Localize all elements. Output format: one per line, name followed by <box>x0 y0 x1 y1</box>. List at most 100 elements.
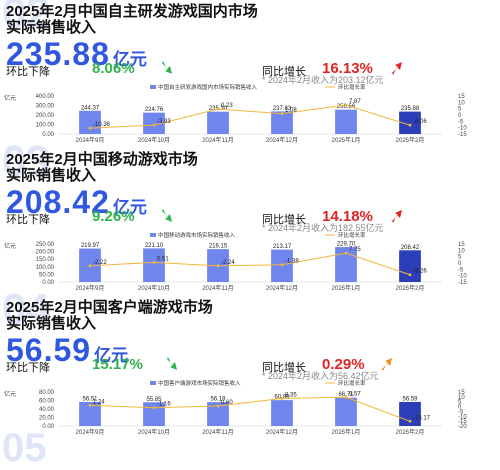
up-arrow-icon <box>392 210 402 223</box>
section-number: 02 <box>2 0 50 38</box>
line-data-label: -2.22 <box>93 260 107 266</box>
y-tick-label: 0.00 <box>42 424 54 430</box>
line-data-label: -9.26 <box>413 269 427 275</box>
y2-tick-label: 0 <box>458 405 462 411</box>
y-tick-label: 200.00 <box>36 113 55 119</box>
x-tick-label: 2024年12月 <box>266 428 298 436</box>
y-tick-label: 60.00 <box>39 399 55 405</box>
revenue-value: 208.42 亿元 <box>6 186 147 218</box>
bar-data-label: 256.56 <box>337 104 356 110</box>
x-tick-label: 2024年11月 <box>202 284 234 292</box>
y-tick-label: 250.00 <box>36 242 55 248</box>
x-tick-label: 2024年10月 <box>138 428 170 436</box>
line-point <box>88 126 92 130</box>
x-tick-label: 2024年9月 <box>76 284 105 292</box>
x-tick-label: 2025年1月 <box>332 136 361 144</box>
bar-data-label: 55.85 <box>146 397 162 403</box>
revenue-number: 208.42 <box>6 184 110 220</box>
y2-tick-label: -5 <box>458 267 464 273</box>
y2-tick-label: 0 <box>458 261 462 267</box>
line-point <box>152 406 156 410</box>
line-data-label: 1.24 <box>93 399 105 405</box>
y-tick-label: 0.00 <box>42 280 54 286</box>
chart-04: 亿元0.0020.0040.0060.0080.00-20-15-10-5051… <box>4 380 467 436</box>
legend-bar-label: 中国客户端游戏市场实际销售收入 <box>158 380 241 387</box>
legend-line-label: 环比增长率 <box>338 232 366 239</box>
line-data-label: -3.93 <box>157 119 171 125</box>
line-data-label: -10.36 <box>93 122 111 128</box>
x-tick-label: 2025年2月 <box>396 428 425 436</box>
section-title-line1: 2025年2月中国客户端游戏市场 <box>6 299 213 316</box>
bar-data-label: 221.10 <box>145 243 164 249</box>
revenue-value: 235.88 亿元 <box>6 38 147 70</box>
x-tick-label: 2025年2月 <box>396 136 425 144</box>
x-tick-label: 2024年12月 <box>266 136 298 144</box>
line-point <box>152 260 156 264</box>
growth-line <box>89 104 411 129</box>
bar-data-label: 224.76 <box>145 107 164 113</box>
section-title-line1: 2025年2月中国移动游戏市场 <box>6 151 198 168</box>
legend-bar-swatch <box>150 85 156 89</box>
y-tick-label: 200.00 <box>36 250 55 256</box>
y-tick-label: 400.00 <box>36 94 55 100</box>
y2-tick-label: -5 <box>458 119 464 125</box>
bar-data-label: 219.97 <box>81 243 100 249</box>
bar <box>271 111 293 134</box>
down-arrow-icon <box>162 61 172 74</box>
y-axis-label: 亿元 <box>4 242 16 250</box>
x-tick-label: 2024年9月 <box>76 428 105 436</box>
legend-bar-label: 中国移动游戏市场实际销售收入 <box>158 232 236 239</box>
y2-tick-label: -20 <box>458 424 467 430</box>
chart-02: 亿元 0.00 100.00 200.00 300.00 400.00 -15-10-505… <box>4 84 467 144</box>
down-arrow-icon <box>167 357 177 370</box>
down-arrow-icon <box>162 209 172 222</box>
x-tick-label: 2025年1月 <box>332 284 361 292</box>
revenue-number: 56.59 <box>6 332 92 368</box>
section-number: 03 <box>2 137 50 186</box>
bar <box>399 401 421 426</box>
line-data-label: 9.57 <box>349 391 361 397</box>
section-title-line1: 2025年2月中国自主研发游戏国内市场 <box>6 3 258 20</box>
y2-tick-label: 15 <box>458 242 465 248</box>
y2-tick-label: 15 <box>458 94 465 100</box>
mom-value: 8.06% <box>92 60 135 77</box>
bar-data-label: 66.71 <box>338 392 354 398</box>
prev-year-note: * 2024年2月收入为182.55亿元 <box>262 223 384 233</box>
y2-tick-label: 10 <box>458 100 465 106</box>
line-point <box>280 397 284 400</box>
line-data-label: -8.06 <box>413 119 427 125</box>
bar <box>335 247 357 282</box>
yoy-label: 同比增长 <box>262 362 306 374</box>
line-point <box>344 395 348 399</box>
section-04: 04 2025年2月中国客户端游戏市场 实际销售收入 56.59 亿元 环比下降 … <box>0 288 500 437</box>
y2-tick-label: 5 <box>458 255 462 261</box>
line-point <box>152 123 156 127</box>
mom-label: 环比下降 <box>6 362 50 374</box>
x-tick-label: 2025年1月 <box>332 428 361 436</box>
bar-data-label: 56.59 <box>402 396 418 402</box>
legend-bar-swatch <box>150 233 156 237</box>
up-arrow-icon <box>392 62 402 75</box>
y2-tick-label: -10 <box>458 414 467 420</box>
up-arrow-icon <box>382 358 392 371</box>
line-data-label: 1.08 <box>285 108 297 114</box>
line-point <box>280 263 284 267</box>
y2-tick-label: 15 <box>458 390 465 396</box>
y2-tick-label: -5 <box>458 409 464 415</box>
bar-data-label: 237.83 <box>273 106 292 112</box>
y-tick-label: 100.00 <box>36 123 55 129</box>
line-point <box>344 103 348 107</box>
bar-data-label: 229.70 <box>337 242 356 248</box>
bar-data-label: 213.17 <box>273 244 292 250</box>
line-point <box>216 107 220 111</box>
line-point <box>408 419 412 423</box>
y-tick-label: 100.00 <box>36 265 55 271</box>
bar-data-label: 216.15 <box>209 244 228 250</box>
line-data-label: -2.24 <box>221 260 235 266</box>
prev-year-note: * 2024年2月收入为203.12亿元 <box>262 75 384 85</box>
line-point <box>408 123 412 127</box>
y2-tick-label: 5 <box>458 400 462 406</box>
line-data-label: 0.51 <box>157 256 169 262</box>
section-number: 04 <box>2 285 50 334</box>
yoy-label: 同比增长 <box>262 214 306 226</box>
